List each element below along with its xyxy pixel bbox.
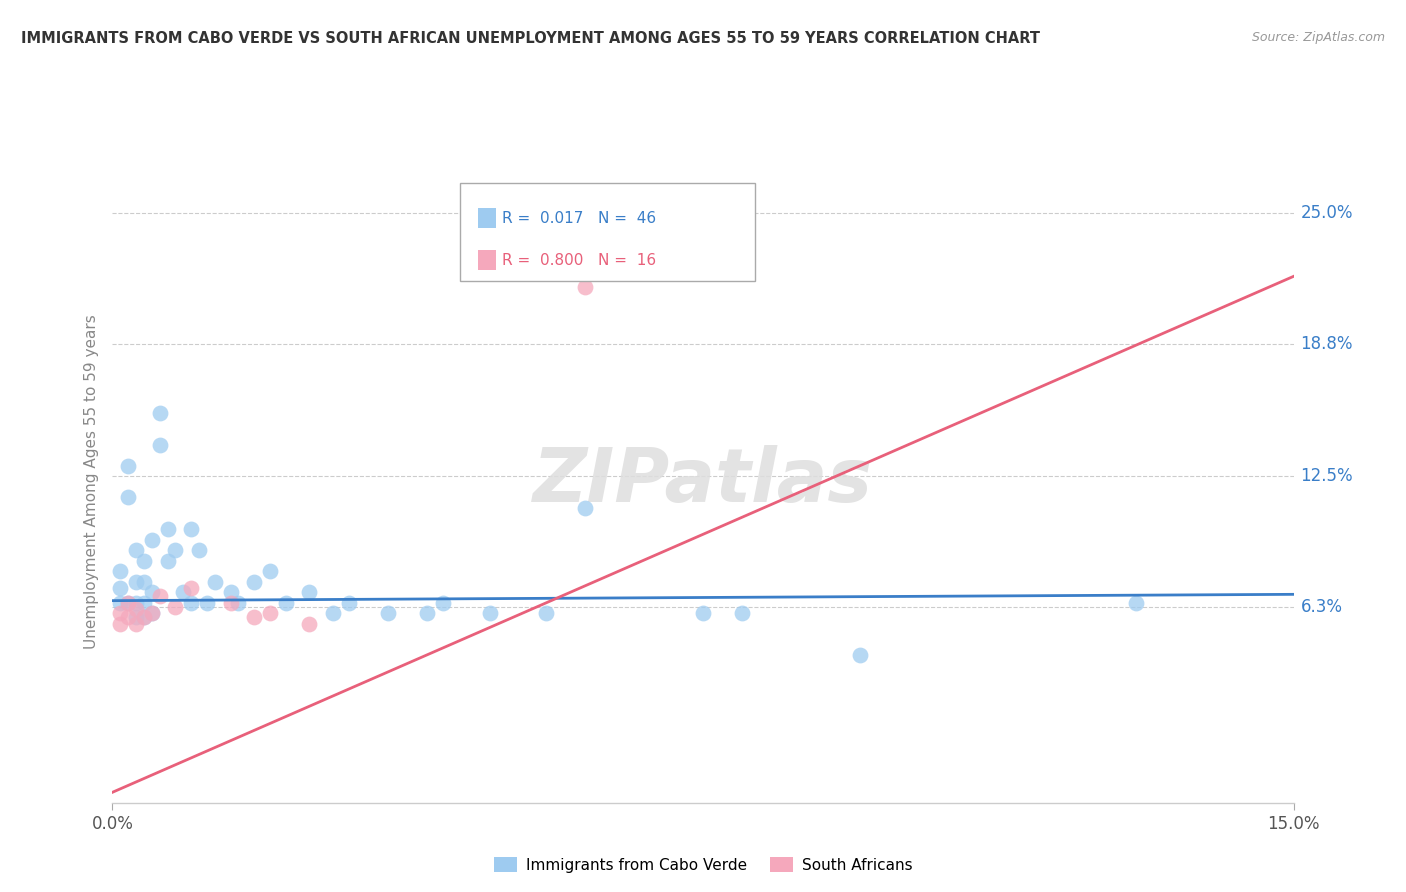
Point bbox=[117, 491, 139, 505]
Point bbox=[117, 596, 139, 610]
Text: 6.3%: 6.3% bbox=[1301, 598, 1343, 616]
Point bbox=[195, 596, 218, 610]
Point bbox=[149, 406, 172, 420]
Point bbox=[274, 596, 297, 610]
Point bbox=[117, 610, 139, 624]
Legend: Immigrants from Cabo Verde, South Africans: Immigrants from Cabo Verde, South Africa… bbox=[488, 850, 918, 879]
Point bbox=[110, 607, 132, 621]
Point bbox=[165, 543, 187, 558]
Point bbox=[132, 610, 155, 624]
Point bbox=[1125, 596, 1147, 610]
Point bbox=[132, 596, 155, 610]
Point bbox=[731, 607, 754, 621]
Point bbox=[479, 607, 502, 621]
Point bbox=[110, 581, 132, 595]
Point bbox=[337, 596, 360, 610]
Point bbox=[156, 522, 179, 536]
Text: 18.8%: 18.8% bbox=[1301, 334, 1353, 352]
Text: Source: ZipAtlas.com: Source: ZipAtlas.com bbox=[1251, 31, 1385, 45]
Point bbox=[180, 581, 202, 595]
Point bbox=[165, 599, 187, 614]
Point bbox=[180, 596, 202, 610]
Point bbox=[125, 616, 148, 631]
Point bbox=[188, 543, 211, 558]
Point bbox=[141, 607, 163, 621]
Point bbox=[204, 574, 226, 589]
Point bbox=[132, 610, 155, 624]
Point bbox=[125, 543, 148, 558]
Point bbox=[243, 610, 266, 624]
Point bbox=[141, 585, 163, 599]
Text: IMMIGRANTS FROM CABO VERDE VS SOUTH AFRICAN UNEMPLOYMENT AMONG AGES 55 TO 59 YEA: IMMIGRANTS FROM CABO VERDE VS SOUTH AFRI… bbox=[21, 31, 1040, 46]
Point bbox=[243, 574, 266, 589]
Point bbox=[534, 607, 557, 621]
Text: R =  0.017   N =  46: R = 0.017 N = 46 bbox=[502, 211, 657, 226]
Point bbox=[125, 596, 148, 610]
Point bbox=[156, 554, 179, 568]
Point bbox=[117, 596, 139, 610]
Point bbox=[259, 564, 281, 578]
Text: R =  0.800   N =  16: R = 0.800 N = 16 bbox=[502, 252, 657, 268]
Point bbox=[110, 616, 132, 631]
Point bbox=[228, 596, 250, 610]
Point bbox=[298, 585, 321, 599]
Point bbox=[416, 607, 439, 621]
Point bbox=[110, 596, 132, 610]
Point bbox=[219, 585, 242, 599]
Point bbox=[172, 585, 194, 599]
Text: 12.5%: 12.5% bbox=[1301, 467, 1353, 485]
Point bbox=[141, 533, 163, 547]
Point bbox=[117, 458, 139, 473]
Text: 25.0%: 25.0% bbox=[1301, 204, 1353, 222]
Point bbox=[574, 501, 596, 516]
Point bbox=[432, 596, 454, 610]
Point bbox=[125, 574, 148, 589]
Point bbox=[259, 607, 281, 621]
Point bbox=[322, 607, 344, 621]
Point bbox=[132, 554, 155, 568]
Point bbox=[574, 280, 596, 294]
Y-axis label: Unemployment Among Ages 55 to 59 years: Unemployment Among Ages 55 to 59 years bbox=[83, 314, 98, 649]
Point bbox=[132, 574, 155, 589]
Point bbox=[149, 438, 172, 452]
Point bbox=[141, 607, 163, 621]
Point bbox=[125, 602, 148, 616]
Point bbox=[692, 607, 714, 621]
Point bbox=[110, 564, 132, 578]
Text: ZIPatlas: ZIPatlas bbox=[533, 445, 873, 518]
Point bbox=[125, 610, 148, 624]
Point bbox=[298, 616, 321, 631]
Point bbox=[149, 590, 172, 604]
Point bbox=[849, 648, 872, 663]
Point bbox=[377, 607, 399, 621]
Point bbox=[180, 522, 202, 536]
Point bbox=[219, 596, 242, 610]
